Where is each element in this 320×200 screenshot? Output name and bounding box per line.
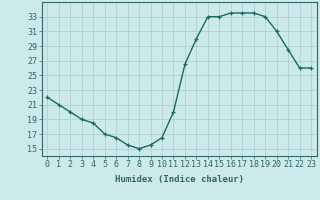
X-axis label: Humidex (Indice chaleur): Humidex (Indice chaleur) <box>115 175 244 184</box>
